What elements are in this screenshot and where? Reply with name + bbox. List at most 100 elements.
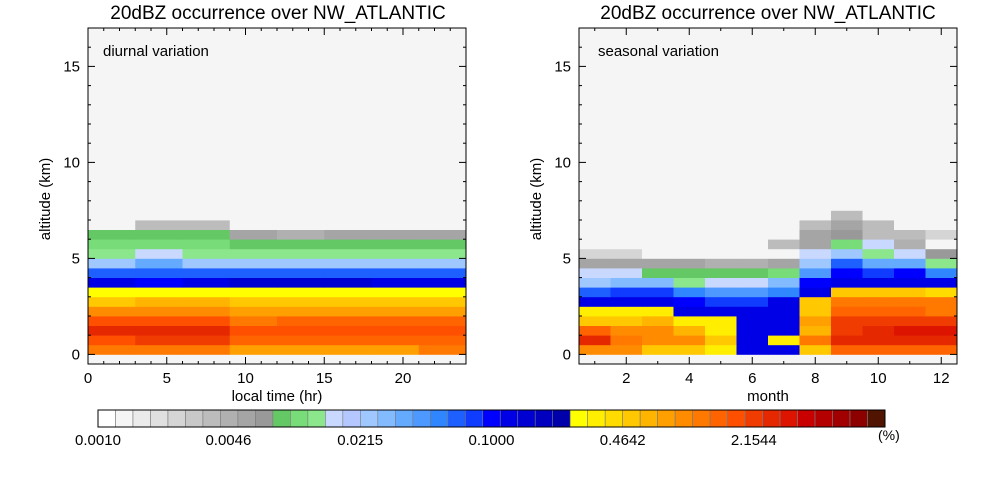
heatmap-cell [324, 229, 372, 240]
colorbar-swatch [517, 409, 536, 428]
heatmap-cell [642, 258, 674, 269]
heatmap-cell [862, 268, 895, 278]
colorbar-tick-label: 0.4642 [600, 432, 646, 449]
heatmap-cell [705, 287, 737, 298]
heatmap-cell [642, 229, 674, 240]
heatmap-cell [831, 258, 863, 269]
heatmap-cell [894, 248, 926, 259]
heatmap-cell [673, 248, 706, 259]
y-tick-label: 0 [563, 346, 571, 363]
heatmap-cell [831, 191, 863, 202]
heatmap-cell [799, 296, 832, 307]
heatmap-cell [799, 344, 832, 355]
heatmap-cell [736, 296, 769, 307]
heatmap-cell [324, 268, 372, 278]
heatmap-cell [925, 287, 958, 298]
heatmap-cell [229, 316, 278, 326]
heatmap-cell [182, 248, 231, 259]
heatmap-cell [862, 335, 895, 346]
x-tick-label: 12 [933, 370, 950, 387]
colorbar-swatch [499, 409, 519, 428]
heatmap-cell [673, 306, 706, 317]
heatmap-cell [862, 239, 895, 250]
heatmap-cell [768, 325, 800, 336]
colorbar-swatch [464, 409, 484, 428]
heatmap-cell [894, 325, 926, 336]
heatmap-cell [418, 306, 467, 317]
heatmap-cell [705, 335, 737, 346]
heatmap-cell [673, 200, 706, 211]
heatmap-cell [135, 335, 183, 346]
heatmap-cell [925, 268, 958, 278]
heatmap-cell [324, 335, 372, 346]
heatmap-cell [705, 191, 737, 202]
heatmap-cell [324, 248, 372, 259]
heatmap-cell [182, 335, 231, 346]
heatmap-cell [768, 258, 800, 269]
heatmap-cell [324, 220, 372, 230]
heatmap-cell [135, 306, 183, 317]
heatmap-cell [277, 296, 325, 307]
x-tick-label: 2 [622, 370, 630, 387]
heatmap-cell [277, 220, 325, 230]
heatmap-cell [324, 344, 372, 355]
heatmap-cell [862, 296, 895, 307]
colorbar-swatch [395, 409, 414, 428]
heatmap-cell [610, 248, 643, 259]
heatmap-cell [418, 335, 467, 346]
heatmap-cell [277, 239, 325, 250]
heatmap-cell [925, 258, 958, 269]
heatmap-cell [862, 306, 895, 317]
colorbar-tick-label: 0.0010 [75, 432, 121, 449]
heatmap-cell [705, 258, 737, 269]
colorbar-swatch [447, 409, 466, 428]
heatmap-cell [135, 296, 183, 307]
heatmap-cell [925, 248, 958, 259]
heatmap-cell [862, 191, 895, 202]
heatmap-cell [610, 335, 643, 346]
heatmap-cell [736, 210, 769, 221]
heatmap-cell [371, 277, 420, 288]
heatmap-cell [610, 306, 643, 317]
heatmap-cell [862, 258, 895, 269]
heatmap-cell [705, 268, 737, 278]
colorbar-swatch [849, 409, 868, 428]
heatmap-cell [831, 335, 863, 346]
heatmap-cell [862, 220, 895, 230]
heatmap-cell [579, 258, 611, 269]
heatmap-cell [768, 344, 800, 355]
x-tick-label: 15 [316, 370, 333, 387]
heatmap-cell [925, 220, 958, 230]
heatmap-cell [182, 296, 231, 307]
x-tick-label: 10 [870, 370, 887, 387]
heatmap-cell [610, 344, 643, 355]
heatmap-cell [736, 287, 769, 298]
heatmap-cell [88, 344, 136, 355]
colorbar-swatch [237, 409, 256, 428]
heatmap-cell [418, 220, 467, 230]
heatmap-cell [768, 191, 800, 202]
colorbar-swatch [342, 409, 361, 428]
colorbar-unit-label: (%) [878, 427, 900, 443]
heatmap-cell [768, 210, 800, 221]
heatmap-cell [610, 239, 643, 250]
heatmap-cell [418, 316, 467, 326]
heatmap-cell [831, 287, 863, 298]
heatmap-cell [88, 335, 136, 346]
heatmap-cell [673, 277, 706, 288]
heatmap-cell [610, 210, 643, 221]
heatmap-cell [324, 200, 372, 211]
heatmap-cell [894, 344, 926, 355]
heatmap-cell [831, 277, 863, 288]
colorbar-swatch [552, 409, 571, 428]
colorbar-swatch [202, 409, 221, 428]
heatmap-cell [894, 335, 926, 346]
heatmap-cell [799, 277, 832, 288]
left-y-axis: 0 5 10 15 [63, 46, 466, 363]
heatmap-cell [610, 296, 643, 307]
heatmap-cell [799, 191, 832, 202]
heatmap-cell [925, 344, 958, 355]
colorbar-swatch [360, 409, 379, 428]
colorbar-tick-label: 0.1000 [469, 432, 515, 449]
heatmap-cell [229, 200, 278, 211]
